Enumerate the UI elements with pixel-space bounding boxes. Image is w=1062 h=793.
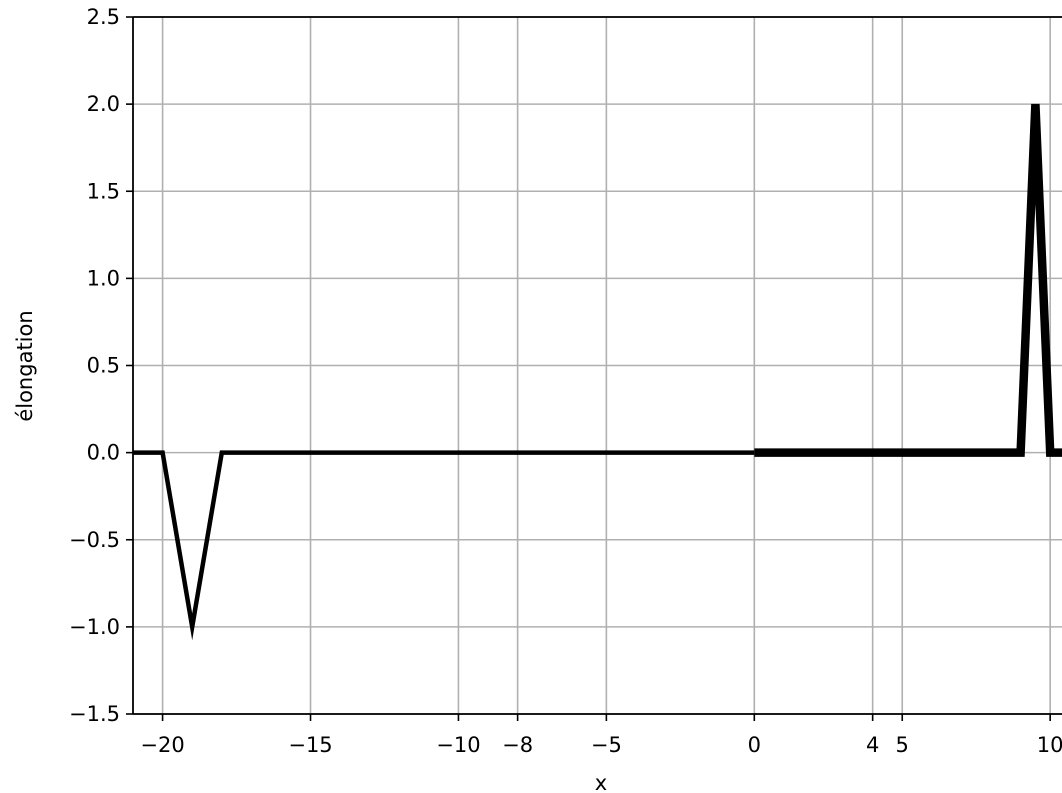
y-tick-label: 0.0	[87, 441, 120, 465]
y-tick-label: 1.0	[87, 266, 120, 290]
x-tick-label: 0	[748, 733, 761, 757]
y-tick-label: 2.0	[87, 92, 120, 116]
x-tick-label: −15	[288, 733, 332, 757]
y-tick-label: 0.5	[87, 354, 120, 378]
y-tick-label: −0.5	[69, 528, 120, 552]
series-layer	[133, 103, 1062, 641]
grid	[133, 16, 1062, 715]
series-line-1	[133, 450, 755, 641]
y-axis-label: élongation	[13, 310, 37, 421]
y-ticks: −1.5 −1.0 −0.5 0.0 0.5 1.0 1.5 2.0 2.5	[69, 5, 133, 726]
x-tick-label: 10	[1037, 733, 1062, 757]
x-tick-label: 4	[866, 733, 879, 757]
y-tick-label: −1.5	[69, 702, 120, 726]
y-tick-label: 2.5	[87, 5, 120, 29]
series-line-2	[754, 103, 1062, 457]
y-tick-label: 1.5	[87, 179, 120, 203]
x-axis-label: x	[595, 771, 607, 793]
x-tick-label: −8	[502, 733, 533, 757]
x-tick-label: −20	[140, 733, 184, 757]
x-ticks: −20 −15 −10 −8 −5 0 4 5 10	[140, 714, 1062, 757]
x-tick-label: −5	[591, 733, 622, 757]
x-tick-label: −10	[436, 733, 480, 757]
y-tick-label: −1.0	[69, 615, 120, 639]
x-tick-label: 5	[896, 733, 909, 757]
